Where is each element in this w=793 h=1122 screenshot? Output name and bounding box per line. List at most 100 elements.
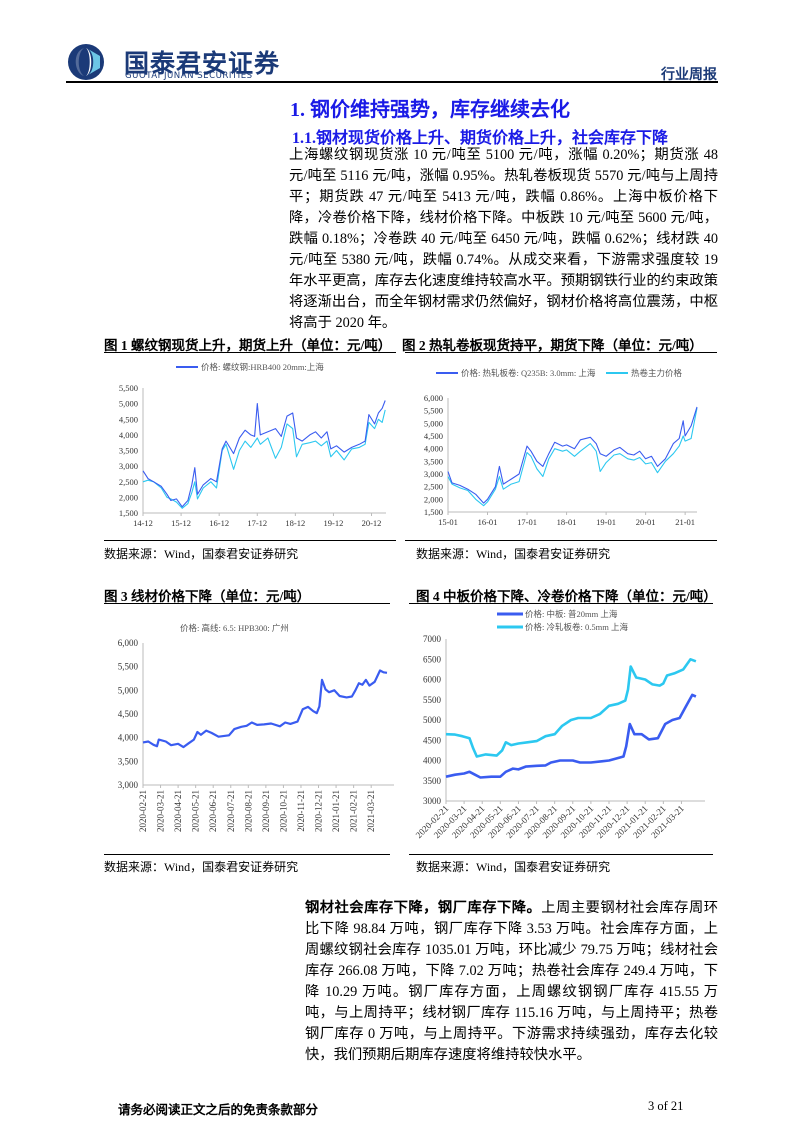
- chart-4: 3000350040004500500055006000650070002020…: [414, 609, 705, 840]
- x-tick-label: 18-01: [557, 517, 577, 527]
- x-tick-label: 21-01: [675, 517, 695, 527]
- y-tick-label: 2,500: [119, 477, 138, 487]
- y-tick-label: 5000: [423, 715, 442, 725]
- x-tick-label: 2020-08-21: [243, 790, 253, 832]
- chart-1: 1,500 2,000 2,500 3,000 3,500 4,000 4,500 5,000…: [119, 362, 386, 528]
- y-tick-label: 3,500: [118, 756, 139, 766]
- y-tick-label: 2,000: [424, 494, 443, 504]
- y-tick-label: 3,500: [424, 456, 443, 466]
- figure-4-source: 数据来源：Wind，国泰君安证券研究: [416, 860, 611, 874]
- y-tick-label: 7000: [423, 634, 442, 644]
- x-tick-label: 2021-01-21: [331, 790, 341, 832]
- series-line-1: [447, 406, 698, 504]
- legend-label: 价格: 冷轧板卷: 0.5mm 上海: [525, 622, 628, 632]
- guotai-junan-logo-icon: [68, 44, 104, 80]
- x-tick-label: 2020-02-21: [138, 790, 148, 832]
- x-tick-label: 2021-03-21: [366, 790, 376, 832]
- series-line-1: [142, 400, 386, 508]
- figure-1-rule: [104, 352, 396, 353]
- inventory-lead: 钢材社会库存下降，钢厂库存下降。: [305, 900, 542, 916]
- figure-3-rule: [104, 603, 390, 604]
- x-tick-label: 2020-03-21: [156, 790, 166, 832]
- x-tick-label: 2020-12-21: [314, 790, 324, 832]
- x-tick-label: 15-12: [171, 518, 191, 528]
- y-tick-label: 4,500: [424, 431, 443, 441]
- y-tick-label: 3,500: [119, 446, 138, 456]
- legend-label: 价格: 热轧板卷: Q235B: 3.0mm: 上海: [461, 368, 596, 378]
- figure-4-bottom-rule: [409, 854, 713, 855]
- figure-3-title: 图 3 线材价格下降（单位：元/吨）: [104, 589, 311, 604]
- figure-2-bottom-rule: [405, 540, 717, 541]
- x-tick-label: 2020-06-21: [208, 790, 218, 832]
- x-tick-label: 16-12: [209, 518, 229, 528]
- x-tick-label: 16-01: [478, 517, 498, 527]
- y-tick-label: 3,000: [118, 780, 139, 790]
- y-tick-label: 4,000: [118, 733, 139, 743]
- y-tick-label: 2,500: [424, 482, 443, 492]
- y-tick-label: 6,000: [424, 393, 443, 403]
- y-tick-label: 4500: [423, 735, 442, 745]
- y-tick-label: 4,000: [119, 430, 138, 440]
- figure-1-source: 数据来源：Wind，国泰君安证券研究: [104, 547, 299, 561]
- figure-1-bottom-rule: [104, 540, 396, 541]
- disclaimer-notice: 请务必阅读正文之后的免责条款部分: [118, 1103, 319, 1117]
- figure-2-rule: [405, 352, 717, 353]
- y-tick-label: 5500: [423, 695, 442, 705]
- x-tick-label: 17-01: [517, 517, 537, 527]
- x-tick-label: 20-12: [362, 518, 382, 528]
- figure-4-title: 图 4 中板价格下降、冷卷价格下降（单位：元/吨）: [416, 589, 717, 604]
- x-tick-label: 18-12: [285, 518, 305, 528]
- x-tick-label: 15-01: [438, 517, 458, 527]
- x-tick-label: 2020-05-21: [191, 790, 201, 832]
- series-line-2: [447, 407, 698, 507]
- y-tick-label: 5,000: [118, 685, 139, 695]
- x-tick-label: 14-12: [133, 518, 153, 528]
- x-tick-label: 2020-11-21: [296, 790, 306, 832]
- series-line-2: [142, 409, 386, 509]
- page-number: 3 of 21: [648, 1099, 684, 1113]
- inventory-text: 上周主要钢材社会库存周环比下降 98.84 万吨，钢厂库存下降 3.53 万吨。…: [305, 900, 719, 1063]
- chart-3: 3,000 3,500 4,000 4,500 5,000 5,500 6,000 2020-…: [118, 623, 394, 832]
- report-type: 行业周报: [661, 68, 717, 83]
- legend-label: 价格: 螺纹钢:HRB400 20mm:上海: [201, 362, 324, 372]
- x-tick-label: 2021-02-21: [349, 790, 359, 832]
- figure-4-rule: [409, 603, 713, 604]
- series-line-1: [142, 669, 388, 749]
- y-tick-label: 4,500: [119, 414, 138, 424]
- y-tick-label: 5,000: [424, 418, 443, 428]
- y-tick-label: 6500: [423, 654, 442, 664]
- x-tick-label: 19-01: [596, 517, 616, 527]
- y-tick-label: 5,500: [118, 662, 139, 672]
- x-tick-label: 2020-04-21: [173, 790, 183, 832]
- x-tick-label: 2020-09-21: [261, 790, 271, 832]
- y-tick-label: 5,500: [424, 406, 443, 416]
- y-tick-label: 3500: [423, 776, 442, 786]
- y-tick-label: 5,500: [119, 383, 138, 393]
- brand-name-cn: 国泰君安证券: [124, 49, 281, 78]
- legend-label: 热卷主力价格: [631, 368, 683, 378]
- figure-1-title: 图 1 螺纹钢现货上升，期货上升（单位：元/吨）: [104, 338, 392, 353]
- x-tick-label: 20-01: [636, 517, 656, 527]
- figure-2-title: 图 2 热轧卷板现货持平，期货下降（单位：元/吨）: [402, 338, 703, 353]
- y-tick-label: 4,500: [118, 709, 139, 719]
- inventory-paragraph: 钢材社会库存下降，钢厂库存下降。上周主要钢材社会库存周环比下降 98.84 万吨…: [305, 898, 718, 1066]
- figure-3-source: 数据来源：Wind，国泰君安证券研究: [104, 860, 299, 874]
- y-tick-label: 5,000: [119, 399, 138, 409]
- figure-2-source: 数据来源：Wind，国泰君安证券研究: [416, 547, 611, 561]
- y-tick-label: 3,000: [119, 461, 138, 471]
- legend-label: 价格: 中板: 普20mm 上海: [525, 609, 618, 619]
- brand-name-en: GUOTAI JUNAN SECURITIES: [125, 71, 253, 81]
- y-tick-label: 4,000: [424, 444, 443, 454]
- x-tick-label: 17-12: [247, 518, 267, 528]
- y-tick-label: 1,500: [424, 507, 443, 517]
- x-tick-label: 2020-07-21: [226, 790, 236, 832]
- y-tick-label: 2,000: [119, 492, 138, 502]
- legend-label: 价格: 高线: 6.5: HPB300: 广州: [180, 623, 289, 633]
- subsection-heading: 1.1.钢材现货价格上升、期货价格上升，社会库存下降: [292, 130, 669, 147]
- series-line-1: [445, 693, 697, 779]
- y-tick-label: 3,000: [424, 469, 443, 479]
- x-tick-label: 2020-10-21: [278, 790, 288, 832]
- y-tick-label: 6,000: [118, 638, 139, 648]
